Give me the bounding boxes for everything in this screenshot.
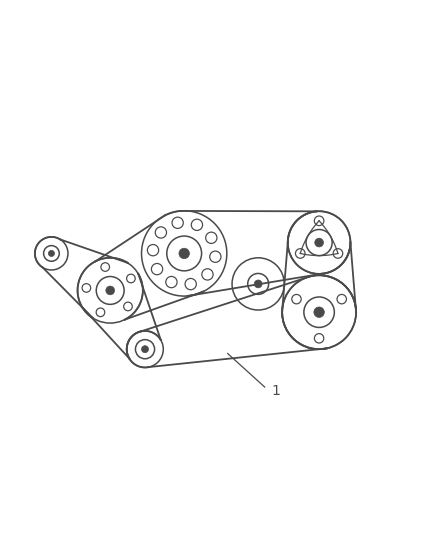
Circle shape <box>106 286 115 295</box>
Circle shape <box>254 280 262 288</box>
Circle shape <box>179 248 189 259</box>
Text: 1: 1 <box>271 384 280 398</box>
Circle shape <box>141 346 148 353</box>
Circle shape <box>48 251 54 256</box>
Circle shape <box>315 238 323 247</box>
Circle shape <box>314 307 324 318</box>
